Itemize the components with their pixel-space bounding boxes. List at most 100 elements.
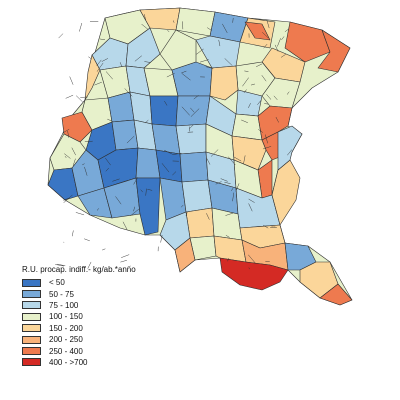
municipality-zone [155, 149, 183, 183]
municipal-border [105, 71, 113, 80]
municipality-zone [125, 27, 161, 69]
municipal-border [270, 226, 276, 228]
municipal-border [263, 224, 269, 229]
legend-swatch [22, 278, 41, 287]
legend-label: 200 - 250 [49, 335, 83, 345]
municipal-border [242, 77, 249, 87]
municipal-border [127, 265, 131, 268]
municipal-border [64, 156, 67, 159]
legend-swatch [22, 324, 41, 333]
municipal-border [145, 119, 149, 124]
municipality-zone [231, 135, 267, 171]
municipal-border [243, 89, 247, 94]
municipal-border [147, 189, 153, 191]
municipal-border [65, 94, 74, 99]
municipal-border [134, 55, 142, 62]
municipal-border [130, 208, 140, 216]
municipal-border [227, 257, 230, 262]
municipal-border [87, 261, 92, 269]
municipal-border [280, 54, 286, 58]
municipality-zone [244, 21, 271, 41]
municipal-border [266, 19, 270, 29]
legend-item: 50 - 75 [22, 288, 197, 299]
municipal-border [172, 171, 177, 176]
municipal-border [205, 66, 214, 69]
municipal-border [248, 203, 253, 212]
municipal-border [220, 178, 228, 182]
municipal-border [181, 73, 191, 81]
municipal-border [105, 167, 110, 172]
municipal-border [57, 263, 66, 266]
municipal-border [96, 62, 104, 72]
municipal-border [124, 88, 133, 97]
municipal-border [275, 116, 279, 123]
municipal-border [88, 56, 92, 60]
municipal-border [172, 20, 175, 23]
municipal-border [281, 36, 285, 41]
municipal-border [63, 241, 65, 243]
municipal-border [190, 107, 195, 113]
municipal-border [277, 38, 281, 47]
municipality-zone [151, 123, 181, 155]
municipal-border [166, 72, 175, 78]
municipal-border [224, 182, 231, 184]
municipal-border [94, 81, 102, 86]
municipal-border [84, 166, 88, 176]
legend-swatch [22, 335, 41, 344]
municipal-border [215, 181, 222, 185]
municipal-border [258, 129, 263, 133]
municipal-border [244, 70, 249, 72]
municipal-border [71, 230, 74, 237]
municipality-zone [195, 35, 241, 69]
municipal-border [82, 163, 85, 166]
municipality-zone [179, 151, 209, 183]
legend-swatch [22, 312, 41, 321]
legend-item: < 50 [22, 277, 197, 288]
municipal-border [261, 75, 267, 82]
municipal-border [69, 76, 74, 85]
municipal-border [231, 188, 234, 191]
municipal-border [232, 192, 235, 202]
municipal-borders [55, 14, 293, 270]
legend-label: 50 - 75 [49, 289, 74, 299]
municipal-border [84, 140, 93, 142]
municipal-border [190, 108, 200, 117]
municipal-border [102, 248, 106, 251]
municipal-border [250, 83, 255, 86]
municipal-border [225, 235, 230, 238]
municipal-border [120, 260, 127, 263]
municipality-zone [317, 29, 351, 73]
municipality-zone [159, 29, 197, 71]
municipal-border [181, 204, 184, 208]
municipal-border [181, 106, 190, 116]
municipal-border [218, 39, 221, 47]
municipality-zone [135, 177, 161, 236]
legend-swatch [22, 290, 41, 299]
municipal-border [55, 264, 65, 267]
municipal-border [210, 149, 219, 157]
municipal-border [181, 70, 187, 74]
municipality-zone [284, 21, 331, 63]
municipality-zone [149, 95, 179, 127]
municipal-border [63, 194, 73, 203]
legend-label: 150 - 200 [49, 323, 83, 333]
municipal-border [58, 33, 64, 39]
municipal-border [248, 254, 256, 264]
municipal-border [99, 38, 106, 41]
legend-item: 150 - 200 [22, 323, 197, 334]
municipal-border [160, 234, 163, 243]
municipal-border [96, 208, 99, 211]
municipal-border [140, 189, 143, 193]
municipal-border [122, 221, 128, 230]
municipal-border [67, 131, 70, 138]
municipal-border [64, 153, 71, 159]
municipality-zone [181, 179, 213, 213]
municipal-border [257, 100, 262, 105]
municipal-border [185, 211, 188, 217]
municipal-border [172, 152, 182, 155]
municipal-border [222, 23, 228, 34]
municipal-border [225, 212, 234, 216]
municipal-border [233, 156, 242, 162]
municipal-border [75, 212, 85, 216]
legend-item: 100 - 150 [22, 311, 197, 322]
